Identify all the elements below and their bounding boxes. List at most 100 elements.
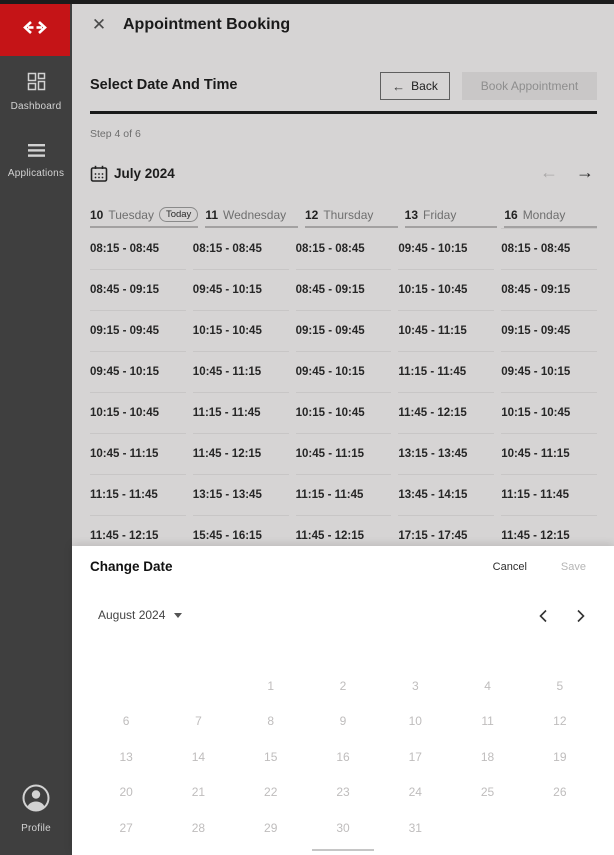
time-slot[interactable]: 11:45 - 12:15 [192,433,289,474]
time-slot[interactable]: 13:15 - 13:45 [192,474,289,515]
time-slot[interactable]: 10:45 - 11:15 [295,433,392,474]
date-cell[interactable]: 17 [379,739,451,775]
date-cell[interactable]: 27 [90,810,162,846]
time-slot[interactable]: 09:45 - 10:15 [90,351,186,392]
time-slot[interactable]: 08:15 - 08:45 [90,228,186,269]
date-cell[interactable]: 10 [379,704,451,740]
time-slot[interactable]: 11:45 - 12:15 [501,515,597,556]
time-slot[interactable]: 17:15 - 17:45 [398,515,495,556]
date-cell[interactable]: 15 [235,739,307,775]
date-cell[interactable]: 20 [90,775,162,811]
date-cell[interactable]: 3 [379,668,451,704]
sidebar-item-profile[interactable]: Profile [0,783,72,834]
date-cell[interactable]: 4 [451,668,523,704]
time-slot[interactable]: 10:15 - 10:45 [192,310,289,351]
time-slot[interactable]: 11:15 - 11:45 [295,474,392,515]
date-cell[interactable]: 12 [524,704,596,740]
day-column-header[interactable]: 16 Monday [504,203,597,228]
time-slot[interactable]: 10:45 - 11:15 [398,310,495,351]
time-slot[interactable]: 08:15 - 08:45 [501,228,597,269]
time-slot[interactable]: 08:15 - 08:45 [193,228,289,269]
time-slot[interactable]: 08:45 - 09:15 [295,269,392,310]
time-slot-label: 10:15 - 10:45 [192,325,262,337]
next-month-icon[interactable] [572,608,588,624]
date-cell[interactable]: 28 [162,810,234,846]
time-slot[interactable]: 10:15 - 10:45 [398,269,495,310]
time-slot[interactable]: 08:45 - 09:15 [501,269,597,310]
time-slot[interactable]: 13:45 - 14:15 [398,474,495,515]
time-slot[interactable]: 10:15 - 10:45 [501,392,597,433]
date-cell[interactable]: 26 [524,775,596,811]
date-cell[interactable]: 7 [162,704,234,740]
time-slot[interactable]: 09:15 - 09:45 [295,310,392,351]
time-slot[interactable]: 10:45 - 11:15 [90,433,186,474]
time-slot[interactable]: 09:45 - 10:15 [192,269,289,310]
day-column-header[interactable]: 13 Friday [404,203,498,228]
time-slot-label: 17:15 - 17:45 [398,530,468,542]
time-slot[interactable]: 08:15 - 08:45 [296,228,392,269]
date-cell[interactable]: 11 [451,704,523,740]
date-cell[interactable]: 25 [451,775,523,811]
date-cell[interactable]: 1 [235,668,307,704]
time-slot[interactable]: 10:45 - 11:15 [192,351,289,392]
date-cell[interactable]: 29 [235,810,307,846]
date-cell[interactable]: 13 [90,739,162,775]
section-divider [90,111,597,114]
back-button[interactable]: ← Back [380,72,450,100]
date-cell[interactable]: 18 [451,739,523,775]
date-cell[interactable]: 31 [379,810,451,846]
date-cell[interactable]: 22 [235,775,307,811]
time-slot[interactable]: 11:15 - 11:45 [501,474,597,515]
time-slot[interactable]: 08:45 - 09:15 [90,269,186,310]
prev-month-icon[interactable] [536,608,552,624]
date-cell[interactable] [162,668,234,704]
sidebar-item-applications[interactable]: Applications [0,143,72,179]
cancel-button[interactable]: Cancel [492,561,527,573]
time-slot[interactable]: 10:15 - 10:45 [90,392,186,433]
date-cell[interactable]: 19 [524,739,596,775]
date-cell[interactable] [451,810,523,846]
date-cell[interactable]: 9 [307,704,379,740]
time-slot[interactable]: 09:45 - 10:15 [295,351,392,392]
date-cell[interactable]: 21 [162,775,234,811]
time-slot[interactable]: 11:45 - 12:15 [398,392,495,433]
time-slot-label: 11:15 - 11:45 [398,366,467,378]
date-cell[interactable]: 5 [524,668,596,704]
progress-segment [347,117,427,123]
time-slot[interactable]: 09:15 - 09:45 [501,310,597,351]
time-slot[interactable]: 15:45 - 16:15 [192,515,289,556]
date-cell[interactable]: 8 [235,704,307,740]
date-cell[interactable]: 14 [162,739,234,775]
date-cell[interactable]: 16 [307,739,379,775]
day-column-header[interactable]: 11 Wednesday [205,203,298,228]
save-button[interactable]: Save [560,561,586,573]
book-appointment-button[interactable]: Book Appointment [462,72,597,100]
next-week-icon[interactable]: → [576,162,594,182]
date-cell[interactable]: 30 [307,810,379,846]
time-slot[interactable]: 09:45 - 10:15 [501,351,597,392]
time-slot[interactable]: 11:45 - 12:15 [295,515,392,556]
month-select-dropdown[interactable]: August 2024 [98,608,183,622]
prev-week-icon[interactable]: ← [540,162,558,182]
time-slot[interactable]: 10:15 - 10:45 [295,392,392,433]
close-icon[interactable]: ✕ [91,15,107,34]
time-slot[interactable]: 11:15 - 11:45 [398,351,495,392]
sidebar-item-dashboard[interactable]: Dashboard [0,72,72,112]
time-slot[interactable]: 11:15 - 11:45 [90,474,186,515]
date-cell[interactable] [524,810,596,846]
date-cell[interactable]: 6 [90,704,162,740]
date-cell-value: 18 [480,749,495,764]
time-slot[interactable]: 11:45 - 12:15 [90,515,186,556]
date-cell[interactable]: 2 [307,668,379,704]
time-slot[interactable]: 09:45 - 10:15 [398,228,494,269]
time-slot[interactable]: 10:45 - 11:15 [501,433,597,474]
time-slot[interactable]: 11:15 - 11:45 [192,392,289,433]
date-cell[interactable]: 24 [379,775,451,811]
time-slot[interactable]: 09:15 - 09:45 [90,310,186,351]
date-cell[interactable] [90,668,162,704]
app-logo[interactable] [0,4,70,56]
day-column-header[interactable]: 12 Thursday [304,203,398,228]
time-slot[interactable]: 13:15 - 13:45 [398,433,495,474]
day-column-header[interactable]: 10 Tuesday Today [90,203,199,228]
date-cell[interactable]: 23 [307,775,379,811]
